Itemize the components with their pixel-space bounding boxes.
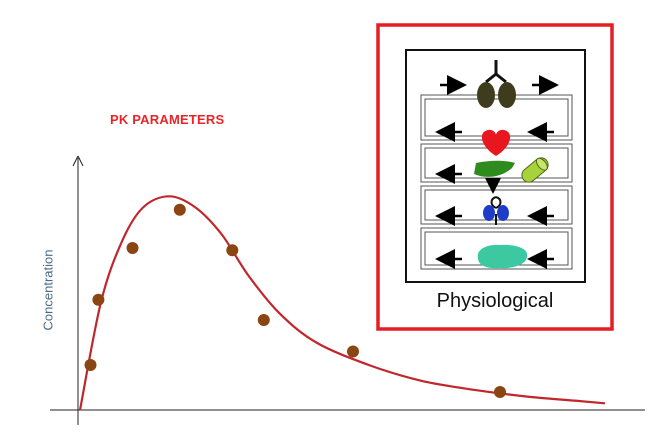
data-point-5 (226, 244, 239, 257)
heart-icon (481, 129, 511, 156)
compartment-fat (420, 227, 573, 270)
liver-icon (474, 160, 515, 177)
lungs-icon (477, 60, 516, 108)
panel-caption: Physiological (436, 290, 554, 312)
pk-data-points (84, 203, 506, 398)
gut-icon (521, 157, 549, 183)
data-point-3 (126, 242, 139, 254)
data-point-2 (92, 293, 105, 306)
chart-title: PK PARAMETERS (110, 112, 225, 127)
data-point-4 (173, 203, 186, 216)
physiological-panel (376, 23, 614, 331)
y-axis-label: Concentration (40, 249, 56, 331)
y-axis-arrow-icon (72, 155, 84, 167)
data-point-1 (84, 359, 97, 371)
data-point-6 (257, 314, 270, 326)
fat-icon (477, 244, 528, 269)
kidney-icon (483, 196, 509, 225)
data-point-7 (347, 345, 359, 358)
data-point-8 (494, 386, 506, 398)
